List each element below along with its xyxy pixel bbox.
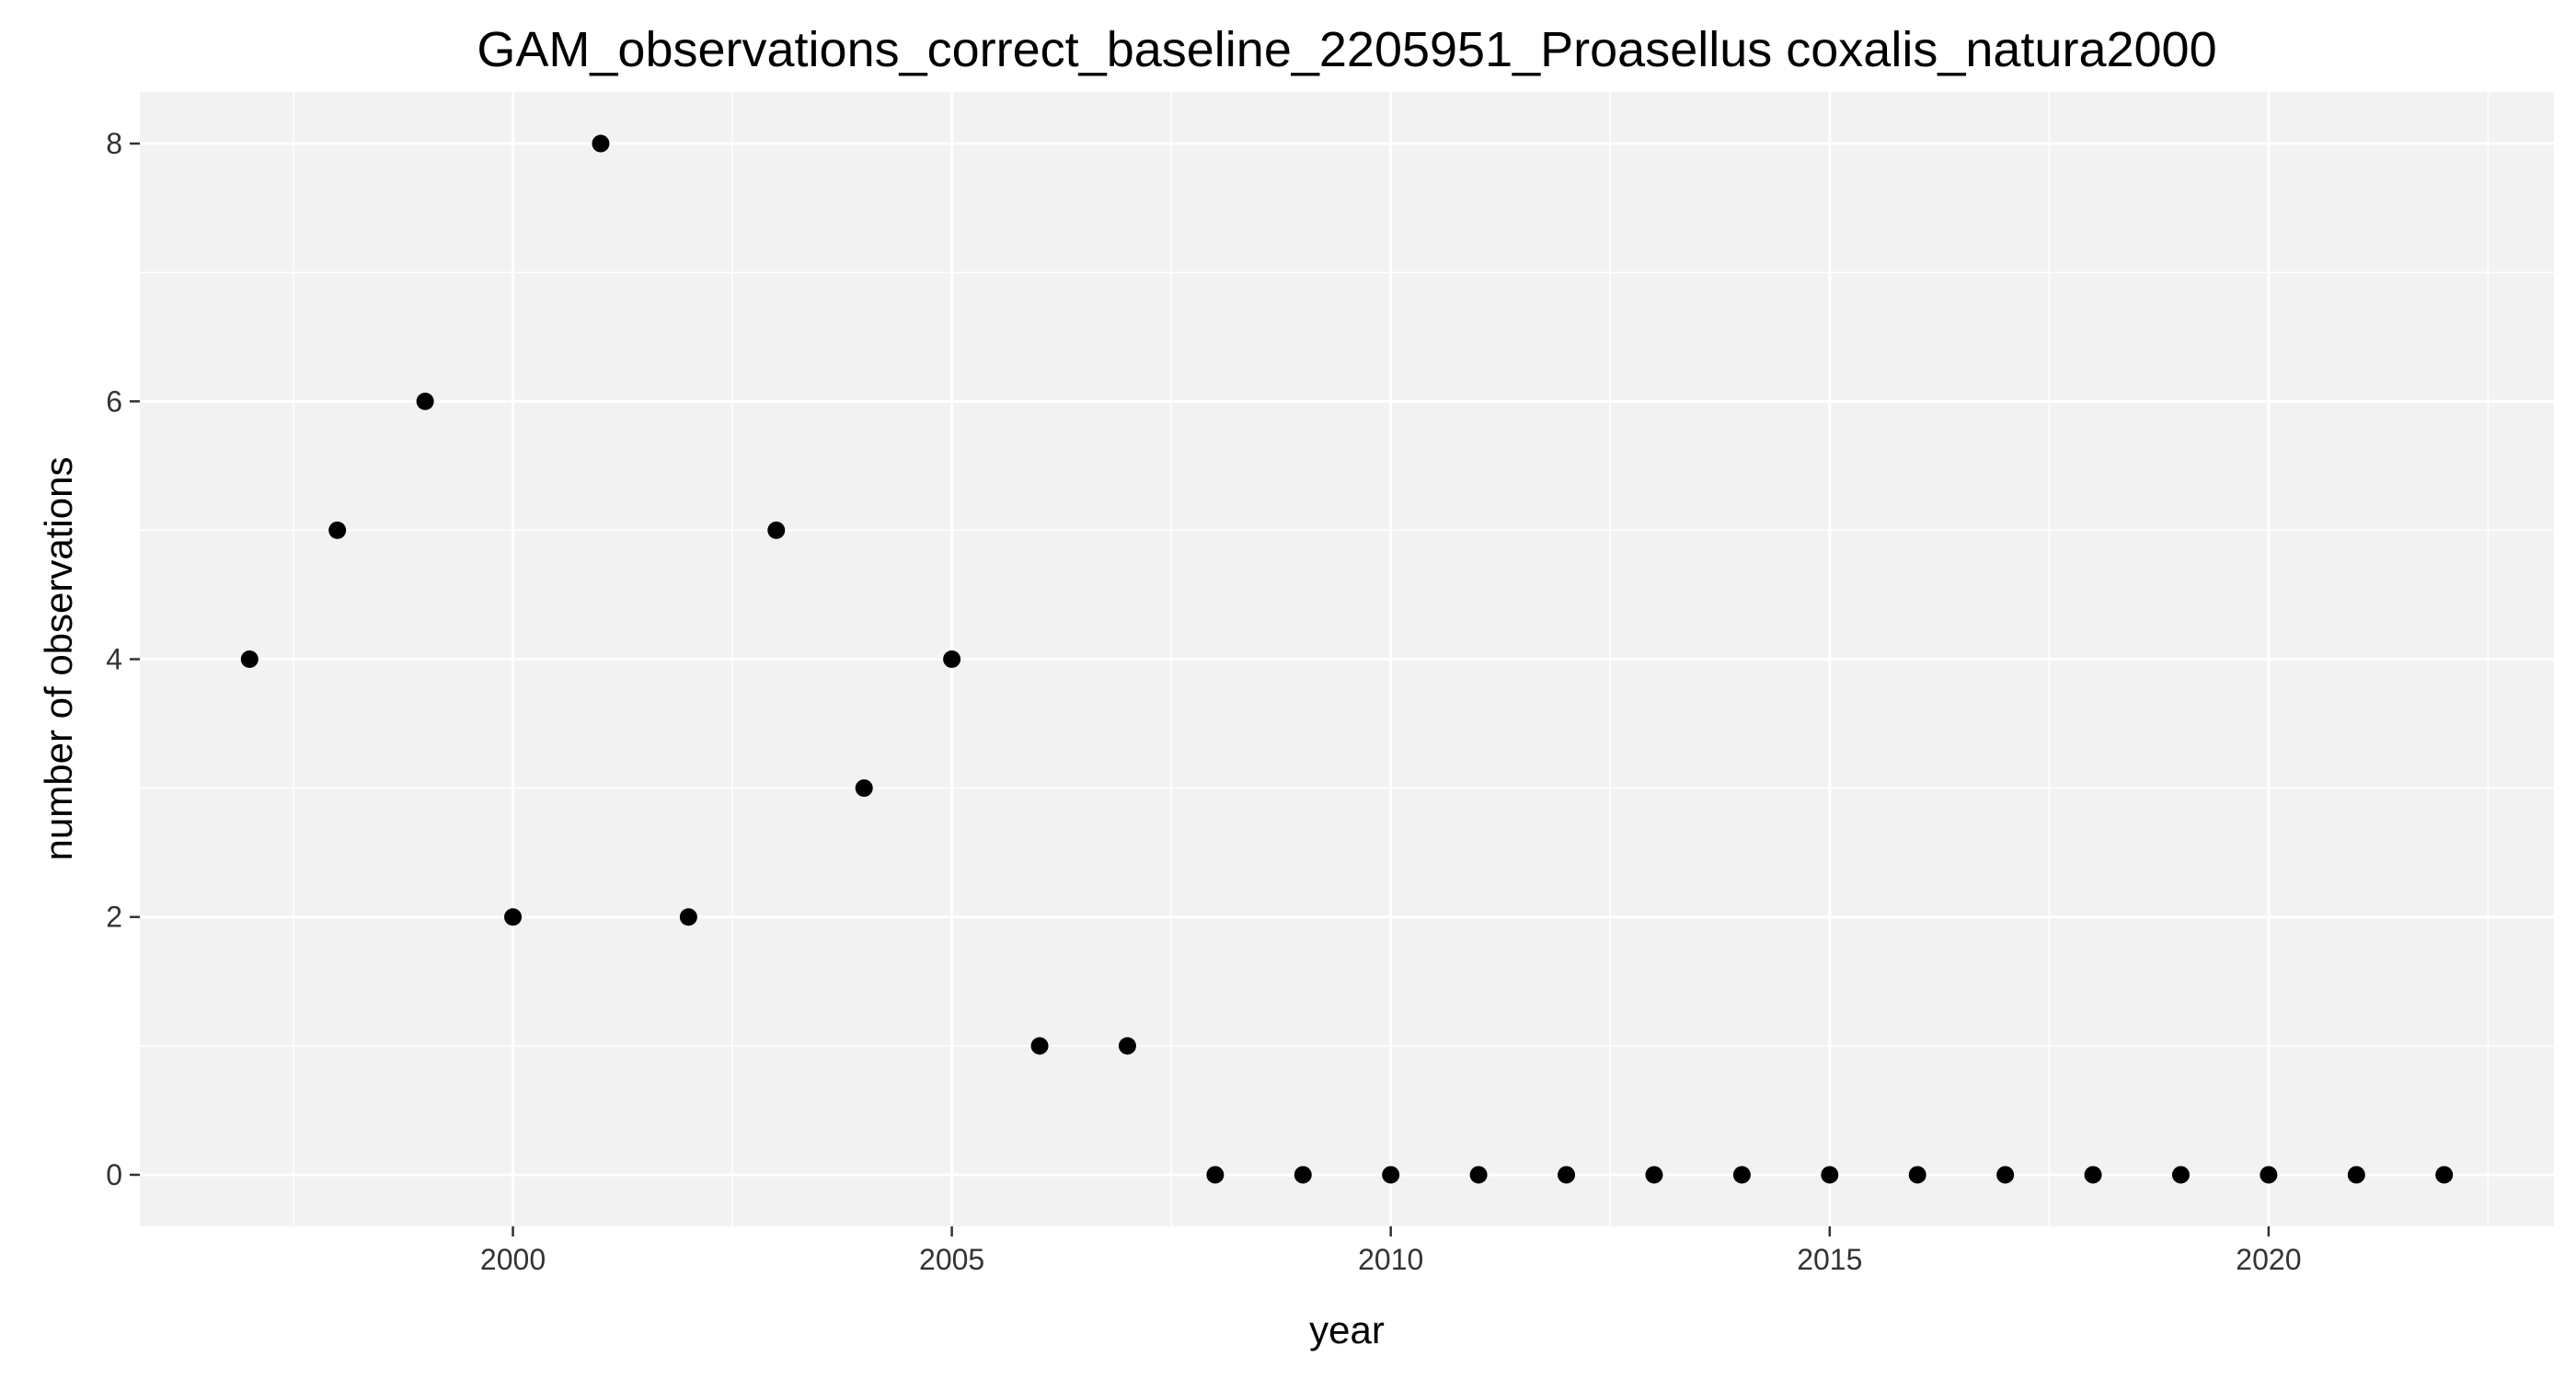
- x-tick-label: 2015: [1797, 1243, 1862, 1276]
- data-point: [2084, 1166, 2102, 1184]
- data-point: [1118, 1037, 1136, 1055]
- data-point: [1469, 1166, 1488, 1184]
- data-point: [328, 521, 347, 539]
- data-point: [1382, 1166, 1400, 1184]
- data-point: [943, 650, 961, 668]
- minor-gridlines: [140, 92, 2554, 1226]
- data-point: [1645, 1166, 1663, 1184]
- data-point: [240, 650, 259, 668]
- chart-title: GAM_observations_correct_baseline_220595…: [477, 22, 2216, 77]
- data-point: [1821, 1166, 1839, 1184]
- data-point: [504, 908, 523, 926]
- data-point: [855, 779, 873, 798]
- data-point: [1294, 1166, 1312, 1184]
- y-tick-label: 8: [106, 127, 122, 160]
- data-point: [2171, 1166, 2190, 1184]
- x-tick-label: 2020: [2236, 1243, 2301, 1276]
- data-point: [416, 392, 434, 410]
- data-point: [679, 908, 697, 926]
- y-axis: 0 2 4 6 8: [106, 127, 140, 1191]
- y-tick-label: 0: [106, 1158, 122, 1191]
- x-tick-label: 2005: [919, 1243, 984, 1276]
- y-tick-label: 4: [106, 643, 122, 676]
- x-tick-label: 2000: [480, 1243, 546, 1276]
- data-point: [2347, 1166, 2365, 1184]
- x-axis-title: year: [1309, 1308, 1385, 1351]
- data-point: [2260, 1166, 2278, 1184]
- data-point: [1030, 1037, 1049, 1055]
- x-axis: 2000 2005 2010 2015 2020: [480, 1226, 2301, 1276]
- y-tick-label: 2: [106, 901, 122, 934]
- x-tick-label: 2010: [1358, 1243, 1423, 1276]
- y-tick-label: 6: [106, 385, 122, 418]
- y-axis-title: number of observations: [37, 457, 80, 861]
- data-point: [1908, 1166, 1926, 1184]
- data-point: [1996, 1166, 2015, 1184]
- data-point: [1732, 1166, 1751, 1184]
- data-point: [1206, 1166, 1225, 1184]
- data-point: [767, 521, 786, 539]
- data-point: [1558, 1166, 1576, 1184]
- data-point: [2435, 1166, 2454, 1184]
- data-point: [592, 134, 610, 153]
- data-points: [240, 134, 2454, 1184]
